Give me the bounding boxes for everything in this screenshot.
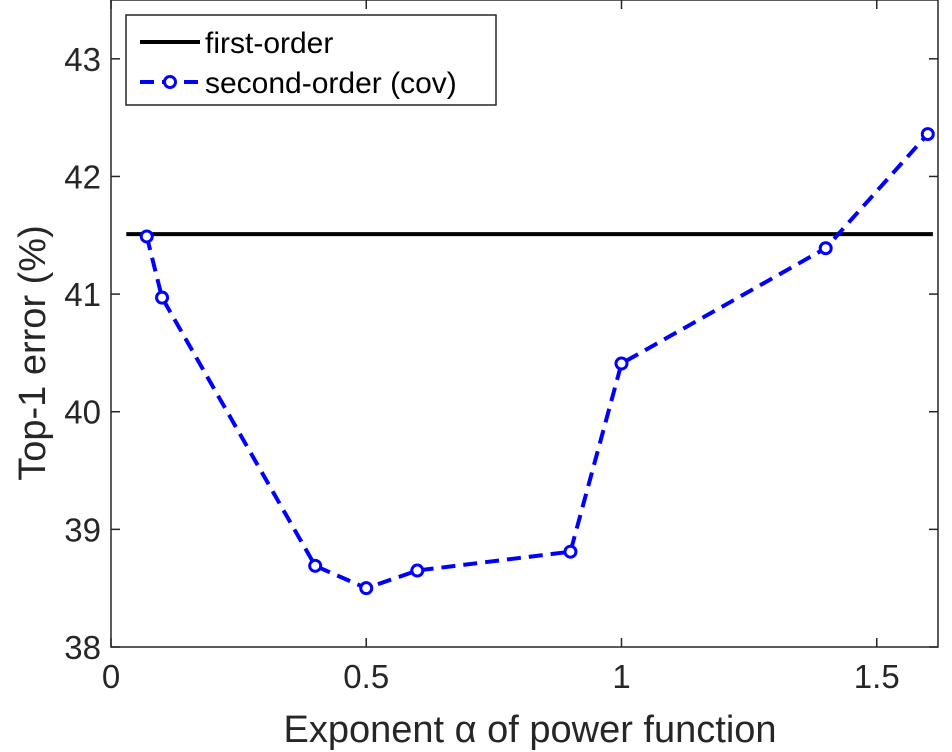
x-tick-label: 1.5: [854, 658, 900, 695]
y-tick-label: 38: [64, 629, 101, 666]
ticks: 0 0.5 1 1.5 38 39 40 41 42 43: [64, 0, 938, 695]
legend-box: [125, 14, 497, 106]
series-line-2: [144, 132, 930, 591]
y-tick-label: 40: [64, 394, 101, 431]
data-point: [920, 127, 935, 142]
legend: first-order second-order (cov): [125, 14, 497, 106]
data-point: [410, 563, 425, 578]
data-point: [155, 290, 170, 305]
y-axis-label: Top-1 error (%): [12, 225, 54, 481]
x-tick-label: 0: [102, 658, 120, 695]
data-point: [563, 544, 578, 559]
legend-label-1: first-order: [205, 27, 333, 60]
data-point: [139, 229, 154, 244]
plot-area-frame: [110, 0, 939, 648]
y-tick-label: 41: [64, 276, 101, 313]
x-tick-label: 0.5: [343, 658, 389, 695]
data-point: [614, 356, 629, 371]
series-layer: [126, 127, 935, 596]
legend-label-2: second-order (cov): [205, 67, 457, 100]
y-tick-label: 39: [64, 511, 101, 548]
y-tick-label: 43: [64, 41, 101, 78]
x-tick-label: 1: [612, 658, 630, 695]
data-point: [818, 241, 833, 256]
legend-marker: [163, 75, 177, 89]
x-axis-label: Exponent α of power function: [283, 709, 776, 751]
axes: [110, 0, 939, 648]
data-point: [308, 558, 323, 573]
y-tick-label: 42: [64, 158, 101, 195]
data-point: [359, 581, 374, 596]
